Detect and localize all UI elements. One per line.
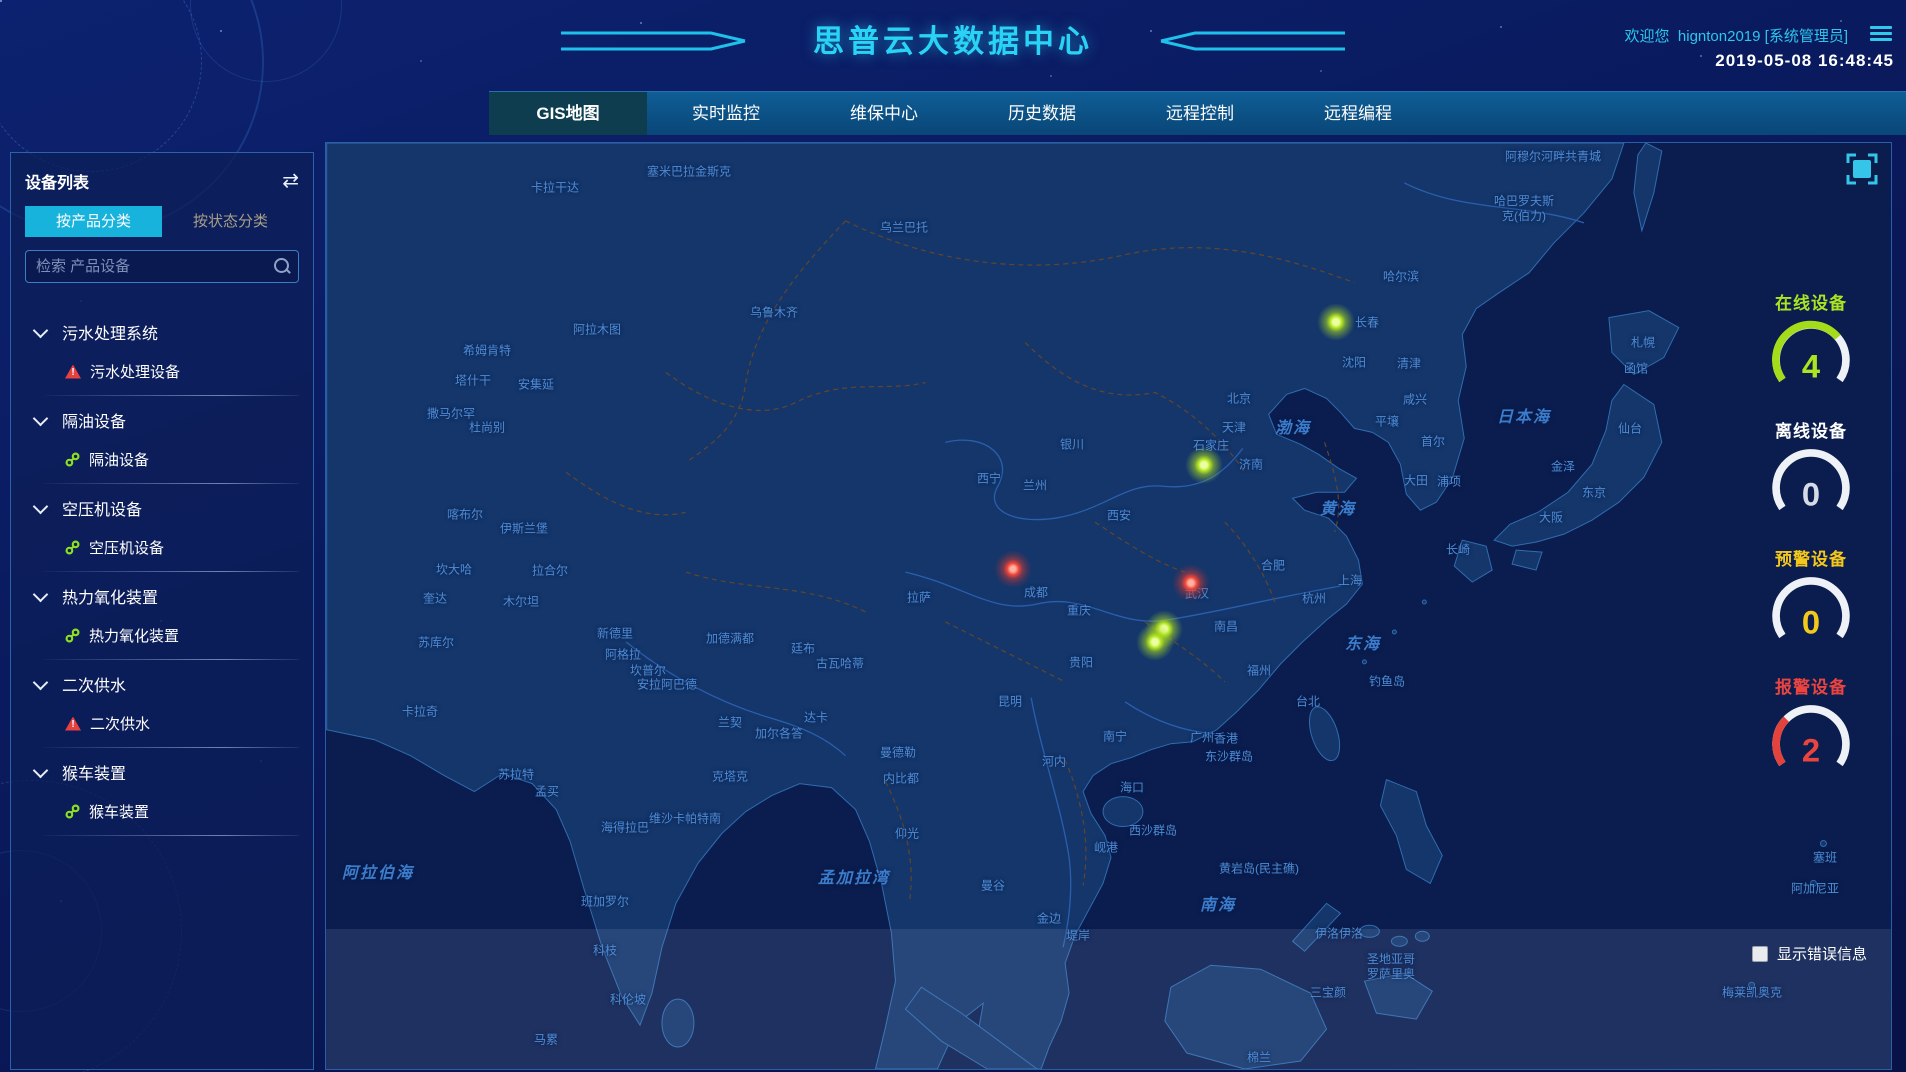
device-marker-online[interactable]	[1185, 446, 1223, 484]
tree-group[interactable]: 猴车装置	[25, 751, 299, 793]
gauge-title: 预警设备	[1775, 550, 1847, 569]
username: hignton2019	[1677, 28, 1761, 45]
tree-device-item[interactable]: 热力氧化装置	[25, 617, 299, 656]
device-gauge: 预警设备 0	[1755, 545, 1867, 647]
sidebar-tabs: 按产品分类 按状态分类	[25, 206, 299, 237]
link-icon	[65, 628, 80, 643]
svg-text:0: 0	[1802, 475, 1820, 512]
device-marker-alarm[interactable]	[1172, 564, 1210, 602]
tree-group[interactable]: 隔油设备	[25, 399, 299, 441]
nav-tab[interactable]: 实时监控	[692, 104, 760, 123]
fullscreen-button[interactable]	[1841, 149, 1883, 191]
divider	[45, 747, 299, 748]
device-gauge: 报警设备 2	[1755, 673, 1867, 775]
checkbox-icon[interactable]	[1751, 945, 1768, 962]
svg-text:2: 2	[1802, 731, 1820, 768]
chevron-down-icon	[32, 674, 49, 690]
title-flourish-right	[1160, 31, 1345, 51]
divider	[45, 659, 299, 660]
datetime: 2019-05-08 16:48:45	[1715, 51, 1894, 70]
nav-tabs: GIS地图 实时监控 维保中心 历史数据 远程控制 远程编程	[489, 91, 1906, 135]
divider	[45, 571, 299, 572]
checkbox-label: 显示错误信息	[1776, 946, 1867, 963]
gis-map[interactable]: 卡拉干达 塞米巴拉金斯克 阿穆尔河畔共青城 哈巴罗夫斯 克(伯力) 乌兰巴托 哈尔滨 长春沈…	[325, 142, 1892, 1070]
nav-tab[interactable]: GIS地图	[489, 92, 647, 135]
tree-device-item[interactable]: 空压机设备	[25, 529, 299, 568]
device-list-panel: 设备列表 ⇄ 按产品分类 按状态分类 污水处理系统!污水处理设备隔油设备隔油设备空…	[10, 152, 314, 1070]
chevron-down-icon	[32, 498, 49, 514]
gauge-arc: 2	[1772, 705, 1850, 768]
device-gauge: 离线设备 0	[1755, 417, 1867, 519]
nav-tab[interactable]: 远程编程	[1324, 104, 1392, 123]
user-role: [系统管理员]	[1764, 28, 1848, 45]
tree-group[interactable]: 热力氧化装置	[25, 575, 299, 617]
gauge-title: 离线设备	[1775, 422, 1847, 441]
svg-text:0: 0	[1802, 603, 1820, 640]
search-input[interactable]	[25, 250, 299, 283]
nav-tab[interactable]: 远程控制	[1166, 104, 1234, 123]
device-tree: 污水处理系统! 污水处理设备 隔油设备 隔油设备空压机设备 空压机设备热力氧化装置 热力氧…	[25, 311, 299, 836]
divider	[45, 483, 299, 484]
menu-icon[interactable]	[1870, 26, 1892, 43]
device-marker-online[interactable]	[1317, 303, 1355, 341]
header: 思普云大数据中心 欢迎您 hignton2019 [系统管理员] 2019-05…	[0, 0, 1906, 90]
map-bottom-overlay	[326, 929, 1891, 1069]
device-marker-alarm[interactable]	[994, 550, 1032, 588]
link-icon	[65, 540, 80, 555]
gauge-arc: 0	[1772, 577, 1850, 640]
link-icon	[65, 804, 80, 819]
divider	[45, 835, 299, 836]
gauge-column: 在线设备 4 离线设备 0 预警设备 0 报警设备 2	[1755, 289, 1867, 801]
tree-group[interactable]: 污水处理系统	[25, 311, 299, 353]
tree-group[interactable]: 二次供水	[25, 663, 299, 705]
svg-text:4: 4	[1802, 347, 1821, 384]
gauge-title: 在线设备	[1775, 294, 1847, 313]
page-title: 思普云大数据中心	[813, 24, 1093, 59]
show-error-checkbox[interactable]: 显示错误信息	[1751, 943, 1867, 964]
chevron-down-icon	[32, 586, 49, 602]
alarm-triangle-icon: !	[65, 364, 81, 379]
device-marker-online[interactable]	[1136, 623, 1174, 661]
divider	[45, 395, 299, 396]
alarm-triangle-icon: !	[65, 716, 81, 731]
tree-device-item[interactable]: ! 污水处理设备	[25, 353, 299, 392]
tree-device-item[interactable]: ! 二次供水	[25, 705, 299, 744]
map-geography	[326, 143, 1891, 1069]
nav-tab[interactable]: 维保中心	[850, 104, 918, 123]
sidebar-tab[interactable]: 按状态分类	[192, 213, 268, 230]
fullscreen-icon	[1846, 153, 1878, 185]
chevron-down-icon	[32, 322, 49, 338]
nav-tab[interactable]: 历史数据	[1008, 104, 1076, 123]
tree-group[interactable]: 空压机设备	[25, 487, 299, 529]
gauge-arc: 0	[1772, 449, 1850, 512]
search-icon[interactable]	[274, 258, 289, 273]
tree-device-item[interactable]: 隔油设备	[25, 441, 299, 480]
chevron-down-icon	[32, 762, 49, 778]
chevron-down-icon	[32, 410, 49, 426]
link-icon	[65, 452, 80, 467]
title-flourish-left	[561, 31, 746, 51]
tree-device-item[interactable]: 猴车装置	[25, 793, 299, 832]
gauge-arc: 4	[1772, 320, 1850, 384]
sidebar-tab[interactable]: 按产品分类	[25, 206, 162, 237]
device-list-title: 设备列表	[25, 175, 90, 192]
gauge-title: 报警设备	[1775, 678, 1847, 697]
swap-arrows-icon[interactable]: ⇄	[282, 170, 299, 192]
welcome-text: 欢迎您 hignton2019 [系统管理员]	[1624, 28, 1848, 45]
device-gauge: 在线设备 4	[1755, 289, 1867, 391]
